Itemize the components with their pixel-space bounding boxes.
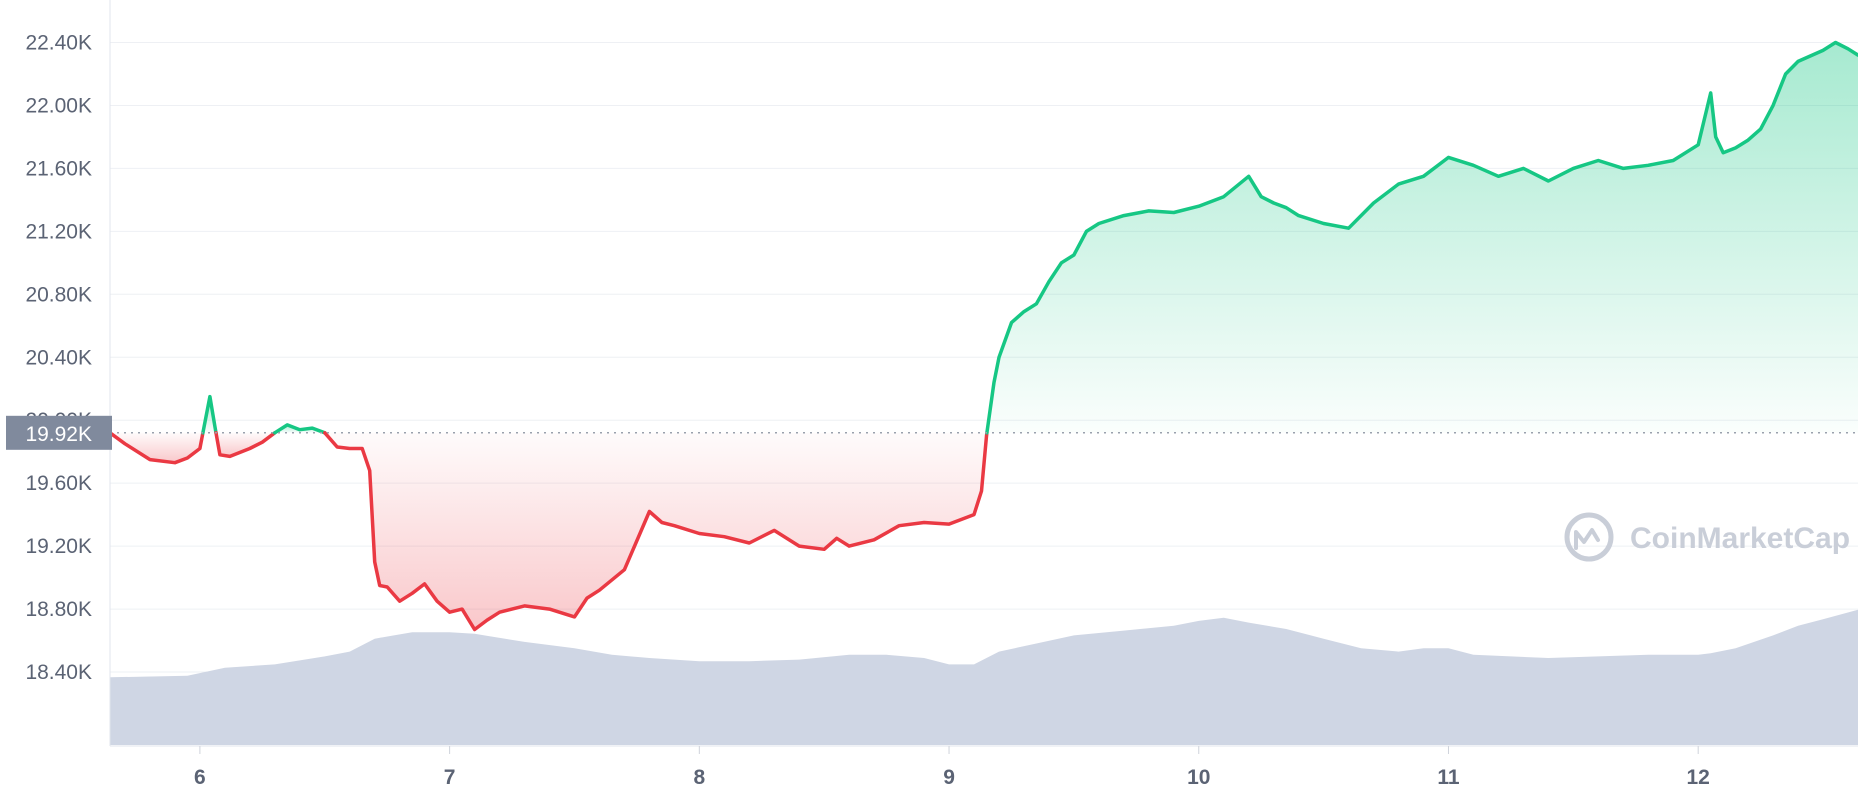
x-tick-label: 8: [693, 766, 705, 789]
price-fill-down: [110, 432, 203, 463]
y-tick-label: 18.80K: [25, 598, 92, 621]
y-tick-label: 22.00K: [25, 94, 92, 117]
price-fill-down: [216, 432, 275, 457]
y-tick-label: 20.80K: [25, 283, 92, 306]
x-tick-label: 9: [943, 766, 955, 789]
price-line-down: [323, 431, 989, 632]
y-tick-label: 19.20K: [25, 535, 92, 558]
x-tick-label: 11: [1437, 766, 1460, 789]
y-axis-ticks: 22.40K22.00K21.60K21.20K20.80K20.40K20.0…: [25, 31, 92, 684]
watermark-text: CoinMarketCap: [1630, 522, 1850, 555]
price-fill-up: [986, 42, 1858, 433]
y-tick-label: 21.60K: [25, 157, 92, 180]
reference-label-box: [6, 415, 112, 450]
y-tick-label: 20.40K: [25, 346, 92, 369]
price-line-up: [985, 40, 1858, 435]
price-line-up: [201, 394, 218, 435]
y-tick-label: 18.40K: [25, 661, 92, 684]
x-tick-label: 12: [1687, 766, 1710, 789]
x-tick-label: 6: [194, 766, 206, 789]
y-tick-label: 22.40K: [25, 31, 92, 54]
price-line-down: [214, 431, 277, 459]
price-line: [108, 40, 1858, 632]
price-fill-areas: [110, 42, 1858, 630]
coinmarketcap-logo-icon: [1564, 512, 1614, 562]
x-tick-label: 10: [1187, 766, 1210, 789]
x-tick-label: 7: [444, 766, 456, 789]
y-tick-label: 21.20K: [25, 220, 92, 243]
axes: [109, 0, 1858, 747]
watermark: CoinMarketCap: [1564, 512, 1850, 562]
reference-label: 19.92K: [25, 423, 92, 446]
volume-area-shape: [110, 609, 1858, 745]
reference-line: 19.92K: [6, 415, 1858, 450]
price-line-up: [273, 423, 327, 435]
x-axis-ticks: 6 7 8 9 10 11 12: [194, 746, 1710, 789]
y-tick-label: 19.60K: [25, 472, 92, 495]
volume-area: [110, 609, 1858, 745]
price-fill-down: [324, 432, 987, 630]
price-line-down: [108, 431, 205, 465]
